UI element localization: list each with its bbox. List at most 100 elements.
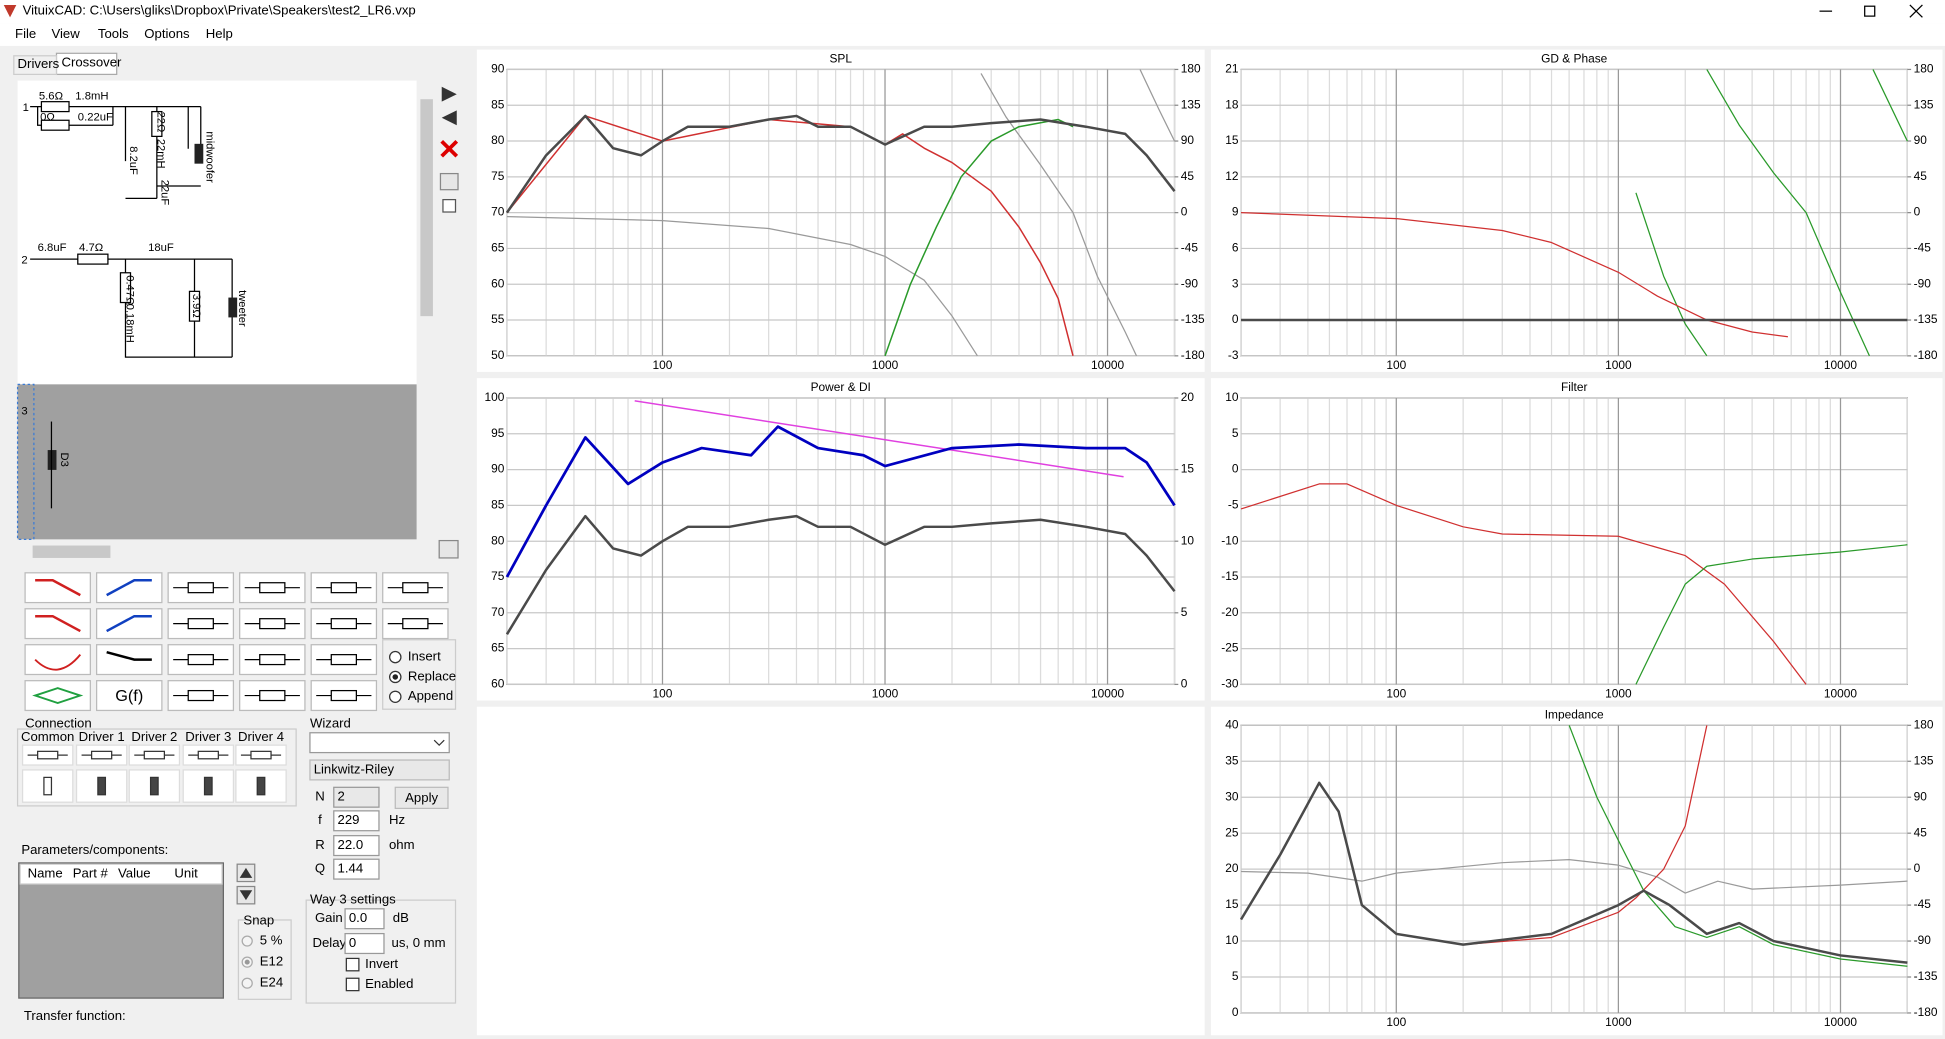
- scroll-thumb[interactable]: [420, 99, 433, 317]
- unit-label: ohm: [389, 837, 415, 852]
- row-number: 1: [23, 102, 29, 114]
- x-tick-label: 1000: [872, 686, 899, 700]
- y2-tick-label: 10: [1181, 533, 1195, 547]
- radio-button[interactable]: [241, 935, 253, 947]
- driver-glyph: [43, 776, 53, 796]
- radio-button[interactable]: [389, 650, 402, 664]
- driver-glyph: [256, 776, 266, 796]
- move-up-button[interactable]: [441, 110, 457, 126]
- move-down-button[interactable]: [441, 86, 457, 102]
- component-label: 0.22uF: [78, 112, 113, 124]
- x-tick-label: 100: [1386, 358, 1406, 372]
- radio-label[interactable]: Replace: [408, 668, 456, 683]
- menu-item[interactable]: Help: [206, 26, 233, 41]
- y-tick-label: 5: [1232, 426, 1239, 440]
- x-tick-label: 100: [1386, 1015, 1406, 1029]
- field-label: N: [315, 789, 325, 804]
- y2-tick-label: 180: [1914, 62, 1934, 76]
- plot-title: Power & DI: [811, 380, 871, 394]
- component-label: 4.7Ω: [79, 242, 103, 254]
- input[interactable]: [333, 858, 380, 880]
- component-glyph: [187, 618, 214, 630]
- curve: [506, 115, 1074, 357]
- schematic-panel[interactable]: [17, 80, 417, 385]
- checkbox[interactable]: [345, 977, 360, 992]
- y-tick-label: 60: [491, 677, 505, 691]
- radio-label[interactable]: Insert: [408, 649, 441, 664]
- menu-item[interactable]: Tools: [98, 26, 129, 41]
- driver-glyph: [97, 776, 107, 796]
- input[interactable]: [344, 908, 385, 930]
- tab-label[interactable]: Crossover: [61, 55, 122, 70]
- input-value: 0: [349, 935, 356, 950]
- y-tick-label: 3: [1232, 276, 1239, 290]
- menu-item[interactable]: Options: [144, 26, 190, 41]
- component-glyph: [330, 582, 358, 594]
- b-button[interactable]: [439, 172, 459, 191]
- input[interactable]: [333, 810, 380, 832]
- input[interactable]: [344, 932, 385, 955]
- dropdown-value: Linkwitz-Riley: [314, 761, 395, 776]
- app-icon: [3, 4, 17, 18]
- component-glyph: [187, 689, 214, 702]
- apply-button[interactable]: [394, 786, 449, 810]
- connection-column: Driver 2: [131, 729, 177, 744]
- tab-label[interactable]: Drivers: [18, 56, 60, 71]
- component-label: 1.8mH: [75, 91, 108, 103]
- fit-button[interactable]: [438, 539, 459, 559]
- palette-button[interactable]: [95, 608, 163, 640]
- dropdown-arrow: [433, 739, 445, 747]
- y2-tick-label: -135: [1181, 312, 1205, 326]
- checkbox[interactable]: [345, 957, 360, 972]
- toggle-button[interactable]: [442, 198, 457, 213]
- component-label: 22mH: [155, 139, 167, 169]
- function-button-label[interactable]: G(f): [115, 687, 143, 705]
- component-label: 0.18mH: [123, 304, 135, 343]
- input[interactable]: [333, 835, 380, 857]
- menu-item[interactable]: View: [51, 26, 80, 41]
- palette-button[interactable]: [24, 572, 91, 604]
- selection-marker: [16, 383, 35, 540]
- y-tick-label: 0: [1232, 312, 1239, 326]
- radio-label: E24: [260, 975, 283, 990]
- x-tick-label: 10000: [1824, 1015, 1858, 1029]
- restore-button[interactable]: [1864, 5, 1876, 17]
- apply-label[interactable]: Apply: [405, 790, 438, 805]
- palette-button[interactable]: [95, 572, 163, 604]
- close-button[interactable]: [1909, 4, 1923, 18]
- highpass-icon: [106, 614, 152, 633]
- delete-button[interactable]: [440, 140, 459, 158]
- y-tick-label: 85: [491, 97, 505, 111]
- plot-title: Impedance: [1545, 708, 1604, 722]
- y-tick-label: 6: [1232, 241, 1239, 255]
- palette-button[interactable]: [95, 644, 163, 676]
- parameters-table[interactable]: [18, 862, 224, 999]
- dropdown[interactable]: [309, 732, 450, 754]
- connection-column: Driver 1: [79, 729, 125, 744]
- up-arrow: [239, 867, 253, 878]
- palette-button[interactable]: [95, 680, 163, 712]
- radio-label[interactable]: Append: [408, 688, 453, 703]
- lowpass-icon: [35, 614, 81, 633]
- tab[interactable]: [13, 55, 58, 76]
- x-tick-label: 100: [653, 358, 673, 372]
- radio-button[interactable]: [241, 977, 253, 989]
- input[interactable]: [333, 786, 380, 808]
- y2-tick-label: -180: [1914, 1005, 1938, 1019]
- checkbox-label[interactable]: Enabled: [365, 976, 413, 991]
- y-tick-label: 60: [491, 276, 505, 290]
- schematic-selected-row[interactable]: [17, 384, 417, 540]
- checkbox-label[interactable]: Invert: [365, 956, 398, 971]
- palette-button[interactable]: [24, 608, 91, 640]
- dropdown[interactable]: [309, 759, 450, 781]
- component-label: 22uF: [158, 180, 170, 206]
- input-value: 1.44: [338, 861, 364, 876]
- way-group: [305, 899, 457, 1004]
- scroll-thumb[interactable]: [32, 545, 111, 558]
- radio-button[interactable]: [389, 690, 402, 703]
- y-tick-label: 90: [491, 462, 505, 476]
- menu-item[interactable]: File: [15, 26, 36, 41]
- component-label: 5.6Ω: [39, 91, 63, 103]
- horizontal-scrollbar[interactable]: [17, 544, 417, 560]
